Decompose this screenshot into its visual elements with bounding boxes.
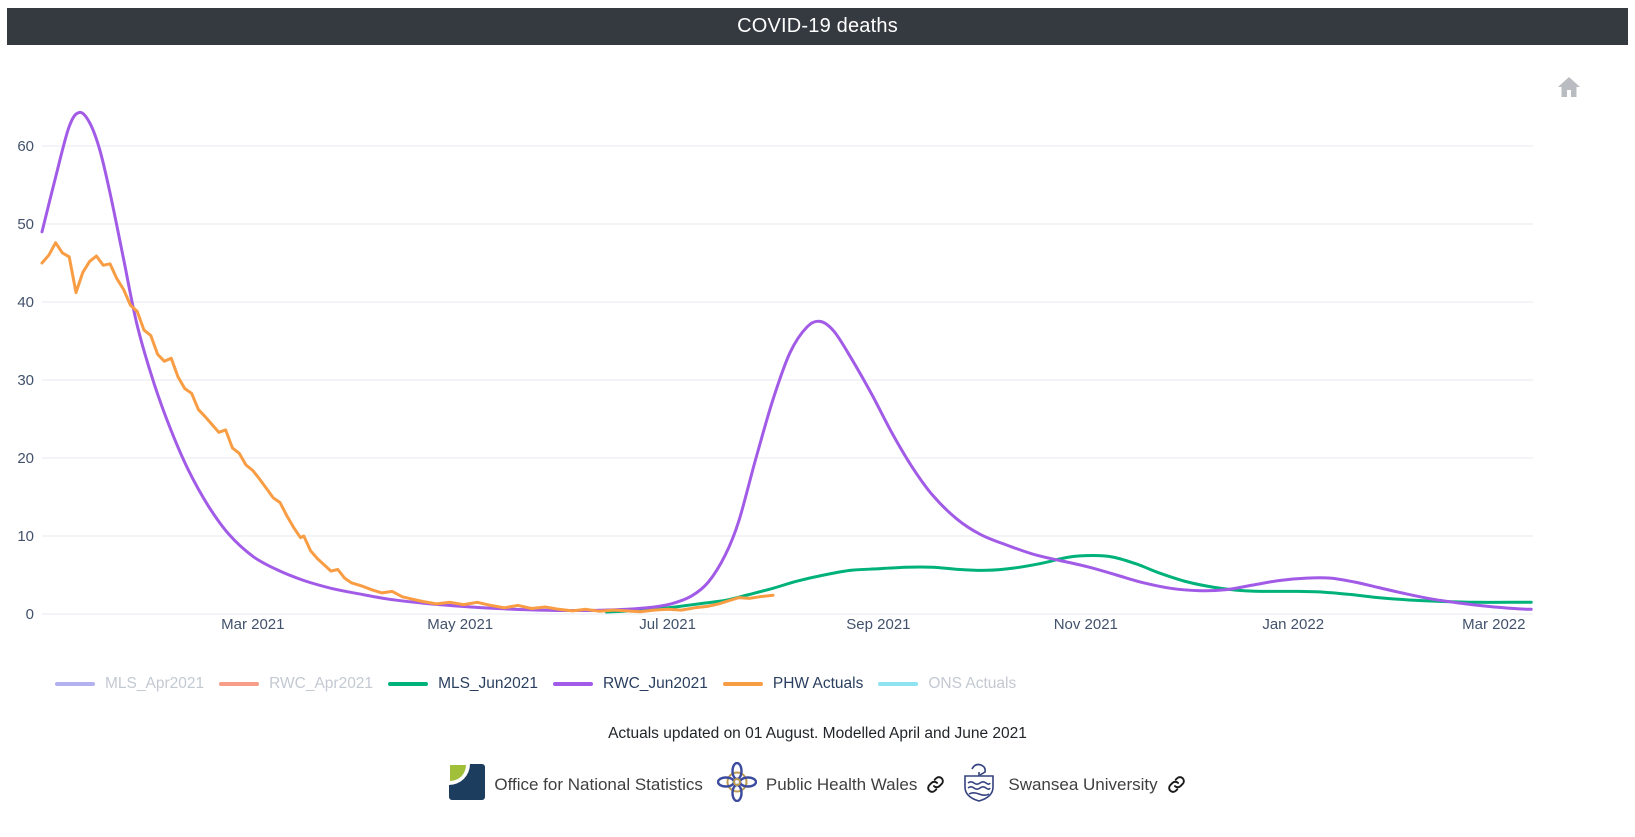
- legend-label: RWC_Apr2021: [269, 675, 374, 692]
- legend-label: ONS Actuals: [928, 675, 1017, 692]
- phw-link-icon[interactable]: [926, 775, 945, 794]
- legend-swatch: [55, 682, 95, 686]
- legend-swatch: [878, 682, 919, 686]
- chart-plot[interactable]: 0 10 20 30 40 50 60 Mar 2021 May 2021 Jul 2021 Sep…: [0, 45, 1635, 645]
- legend-label: MLS_Jun2021: [438, 675, 539, 692]
- legend-swatch: [388, 682, 429, 686]
- page-title: COVID-19 deaths: [737, 15, 898, 37]
- header-bar: COVID-19 deaths: [7, 8, 1628, 45]
- swansea-logo-icon: [959, 761, 999, 808]
- legend-item-mls-jun2021[interactable]: MLS_Jun2021: [388, 675, 538, 693]
- legend-label: MLS_Apr2021: [105, 675, 205, 692]
- source-item-phw: Public Health Wales: [716, 761, 946, 807]
- legend-swatch: [722, 682, 763, 686]
- legend-swatch: [553, 682, 594, 686]
- caption-text: Actuals updated on 01 August. Modelled A…: [608, 725, 1027, 742]
- source-label: Public Health Wales: [765, 774, 918, 794]
- phw-logo-icon: [716, 761, 758, 807]
- chart-area[interactable]: 0 10 20 30 40 50 60 Mar 2021 May 2021 Jul 2021 Sep…: [0, 45, 1635, 645]
- series-line-rwc-jun2021[interactable]: [40, 110, 1533, 613]
- source-label: Office for National Statistics: [494, 774, 703, 794]
- source-item-ons: Office for National Statistics: [449, 764, 703, 805]
- x-tick-label: Jul 2021: [639, 616, 696, 633]
- x-tick-label: Jan 2022: [1262, 616, 1324, 633]
- x-tick-label: May 2021: [427, 616, 493, 633]
- series-line-phw-actuals[interactable]: [40, 241, 775, 614]
- legend-item-ons-actuals[interactable]: ONS Actuals: [878, 675, 1016, 693]
- x-tick-label: Sep 2021: [846, 616, 910, 633]
- y-tick-label: 50: [17, 216, 34, 233]
- legend-item-phw-actuals[interactable]: PHW Actuals: [722, 675, 864, 693]
- ons-logo-icon: [449, 764, 486, 805]
- legend: MLS_Apr2021 RWC_Apr2021 MLS_Jun2021 RWC_Jun…: [55, 675, 1635, 693]
- source-item-swansea: Swansea University: [959, 761, 1185, 808]
- legend-swatch: [219, 682, 260, 686]
- y-tick-label: 0: [26, 606, 34, 623]
- source-label: Swansea University: [1008, 774, 1158, 794]
- y-tick-label: 40: [17, 294, 34, 311]
- legend-item-rwc-apr2021[interactable]: RWC_Apr2021: [219, 675, 373, 693]
- x-tick-label: Mar 2021: [221, 616, 284, 633]
- footer-sources: Office for National Statistics Public He…: [0, 761, 1635, 808]
- legend-item-mls-apr2021[interactable]: MLS_Apr2021: [55, 675, 204, 693]
- x-tick-label: Nov 2021: [1054, 616, 1118, 633]
- x-tick-label: Mar 2022: [1462, 616, 1525, 633]
- legend-label: PHW Actuals: [772, 675, 864, 692]
- y-tick-label: 60: [17, 138, 34, 155]
- y-tick-label: 20: [17, 450, 34, 467]
- legend-label: RWC_Jun2021: [603, 675, 708, 692]
- home-icon[interactable]: [1556, 75, 1582, 99]
- legend-item-rwc-jun2021[interactable]: RWC_Jun2021: [553, 675, 708, 693]
- y-tick-label: 30: [17, 372, 34, 389]
- swansea-link-icon[interactable]: [1167, 775, 1186, 794]
- y-tick-label: 10: [17, 528, 34, 545]
